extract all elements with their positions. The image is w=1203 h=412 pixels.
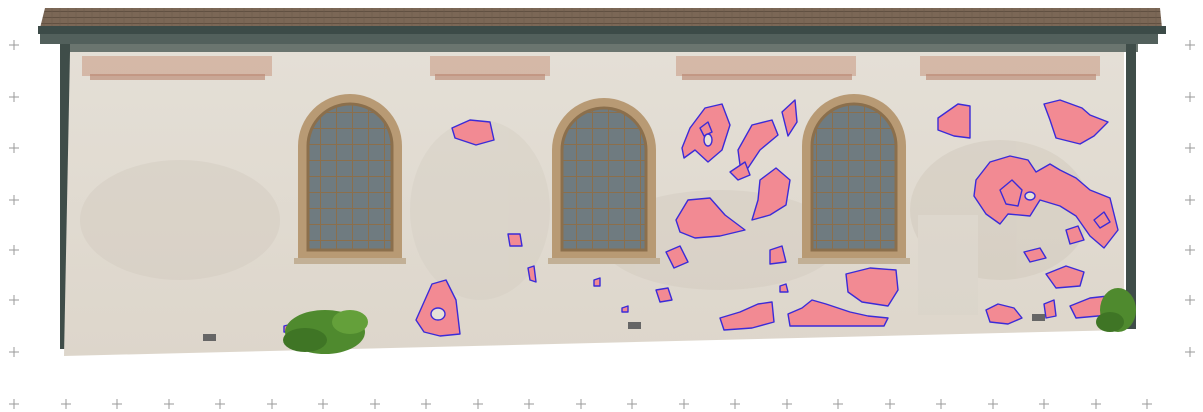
grid-mark-icon [9, 40, 19, 50]
grid-mark-icon [679, 399, 689, 409]
window-3 [798, 94, 910, 264]
damage-region [527, 265, 537, 283]
grid-mark-icon [9, 295, 19, 305]
grid-mark-icon [9, 399, 19, 409]
grid-mark-icon [1091, 399, 1101, 409]
damage-region [665, 245, 689, 269]
grid-mark-icon [112, 399, 122, 409]
damage-region [655, 287, 673, 303]
grid-mark-icon [782, 399, 792, 409]
grid-mark-icon [1185, 295, 1195, 305]
grid-mark-icon [267, 399, 277, 409]
grid-mark-icon [164, 399, 174, 409]
grid-mark-icon [318, 399, 328, 409]
grid-mark-icon [9, 245, 19, 255]
window-2 [548, 98, 660, 264]
grid-mark-icon [576, 399, 586, 409]
grid-mark-icon [1185, 40, 1195, 50]
registration-grid [9, 40, 1195, 409]
grid-mark-icon [370, 399, 380, 409]
damage-region [719, 301, 775, 331]
damage-region [779, 283, 789, 293]
damage-region [1043, 99, 1109, 145]
grid-mark-icon [9, 92, 19, 102]
damage-region [973, 155, 1119, 249]
wall-staining [80, 120, 1090, 315]
frieze [82, 56, 1100, 76]
grid-mark-icon [936, 399, 946, 409]
damage-layer [283, 99, 1119, 337]
grid-mark-icon [421, 399, 431, 409]
shrub-right [1096, 288, 1136, 332]
damage-region [751, 167, 791, 221]
grid-mark-icon [1039, 399, 1049, 409]
grid-mark-icon [1185, 245, 1195, 255]
grid-mark-icon [9, 143, 19, 153]
damage-region [769, 245, 787, 265]
damage-region [1023, 247, 1047, 263]
damage-hole [430, 307, 446, 321]
damage-region [999, 179, 1023, 207]
roof [38, 8, 1166, 52]
grid-mark-icon [885, 399, 895, 409]
grid-mark-icon [988, 399, 998, 409]
damage-hole [1024, 191, 1036, 201]
downpipe-right [1126, 44, 1136, 329]
damage-region [1043, 299, 1057, 319]
grid-mark-icon [9, 347, 19, 357]
grid-mark-icon [9, 195, 19, 205]
grid-mark-icon [473, 399, 483, 409]
grid-mark-icon [1142, 399, 1152, 409]
grid-mark-icon [61, 399, 71, 409]
damage-region [1093, 211, 1111, 229]
shrub-left [283, 310, 368, 354]
window-1 [294, 94, 406, 264]
damage-region [1045, 265, 1085, 289]
damage-region [699, 121, 713, 137]
grid-mark-icon [524, 399, 534, 409]
grid-mark-icon [1185, 92, 1195, 102]
vents [203, 314, 1045, 341]
grid-mark-icon [1185, 347, 1195, 357]
downpipe-left [60, 44, 70, 349]
grid-mark-icon [1185, 195, 1195, 205]
damage-region [937, 103, 971, 139]
grid-mark-icon [833, 399, 843, 409]
damage-region [729, 161, 751, 181]
damage-region [1065, 225, 1085, 245]
damage-region [593, 277, 601, 287]
grid-mark-icon [1185, 143, 1195, 153]
damage-region [507, 233, 523, 247]
damage-region [621, 305, 629, 313]
grid-mark-icon [215, 399, 225, 409]
grid-mark-icon [627, 399, 637, 409]
damage-region [451, 119, 495, 146]
grid-mark-icon [730, 399, 740, 409]
damage-region [675, 197, 746, 239]
damage-region [781, 99, 798, 137]
damage-region [845, 267, 899, 307]
damage-region [985, 303, 1023, 325]
damage-hole [703, 133, 713, 147]
damage-region [787, 299, 889, 327]
